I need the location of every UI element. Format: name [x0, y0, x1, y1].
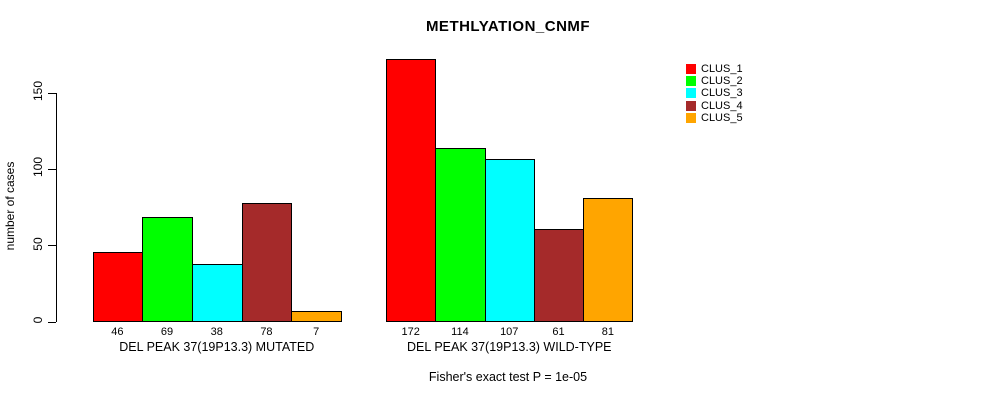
y-tick-mark — [48, 321, 56, 323]
bar-value-label: 172 — [401, 326, 420, 338]
bar-clus_5-group2 — [583, 198, 634, 322]
legend-label: CLUS_5 — [701, 111, 743, 124]
y-tick-label: 100 — [31, 157, 45, 178]
y-tick-mark — [48, 245, 56, 247]
y-tick-mark — [48, 168, 56, 170]
legend-swatch-clus_3 — [686, 88, 696, 99]
legend-label: CLUS_2 — [701, 75, 743, 88]
y-axis-line — [56, 93, 57, 322]
legend-label: CLUS_4 — [701, 99, 743, 112]
group-label: DEL PEAK 37(19P13.3) WILD-TYPE — [407, 340, 612, 354]
bar-clus_5-group1 — [291, 311, 342, 322]
legend-swatch-clus_2 — [686, 76, 696, 87]
legend-label: CLUS_1 — [701, 63, 743, 75]
y-tick-label: 150 — [31, 80, 45, 102]
bar-value-label: 81 — [601, 326, 614, 338]
bar-clus_2-group2 — [435, 147, 486, 322]
bar-clus_1-group1 — [92, 251, 144, 322]
bar-clus_4-group2 — [533, 228, 585, 322]
bar-value-label: 7 — [313, 326, 320, 338]
legend-swatch-clus_5 — [686, 112, 696, 123]
bar-value-label: 46 — [111, 326, 124, 338]
y-tick-label: 0 — [31, 316, 45, 324]
bar-clus_3-group1 — [191, 263, 243, 322]
chart-title: METHLYATION_CNMF — [425, 18, 591, 35]
legend-swatch-clus_1 — [686, 64, 696, 74]
y-axis-title: number of cases — [3, 161, 17, 251]
legend-swatch-clus_4 — [686, 100, 696, 111]
bar-clus_2-group1 — [142, 216, 193, 322]
group-label: DEL PEAK 37(19P13.3) MUTATED — [119, 340, 315, 354]
y-tick-mark — [48, 92, 56, 94]
y-tick-label: 50 — [31, 236, 45, 251]
bar-value-label: 69 — [160, 326, 174, 338]
bar-value-label: 114 — [451, 326, 469, 338]
bar-clus_3-group2 — [484, 158, 535, 322]
bar-value-label: 38 — [210, 326, 223, 338]
legend-label: CLUS_3 — [701, 87, 743, 100]
bar-value-label: 107 — [500, 326, 519, 338]
bar-value-label: 78 — [260, 326, 273, 338]
annotation-text: Fisher's exact test P = 1e-05 — [428, 370, 588, 384]
bar-clus_4-group1 — [241, 202, 293, 322]
bar-value-label: 61 — [552, 326, 565, 338]
bar-clus_1-group2 — [386, 59, 437, 322]
